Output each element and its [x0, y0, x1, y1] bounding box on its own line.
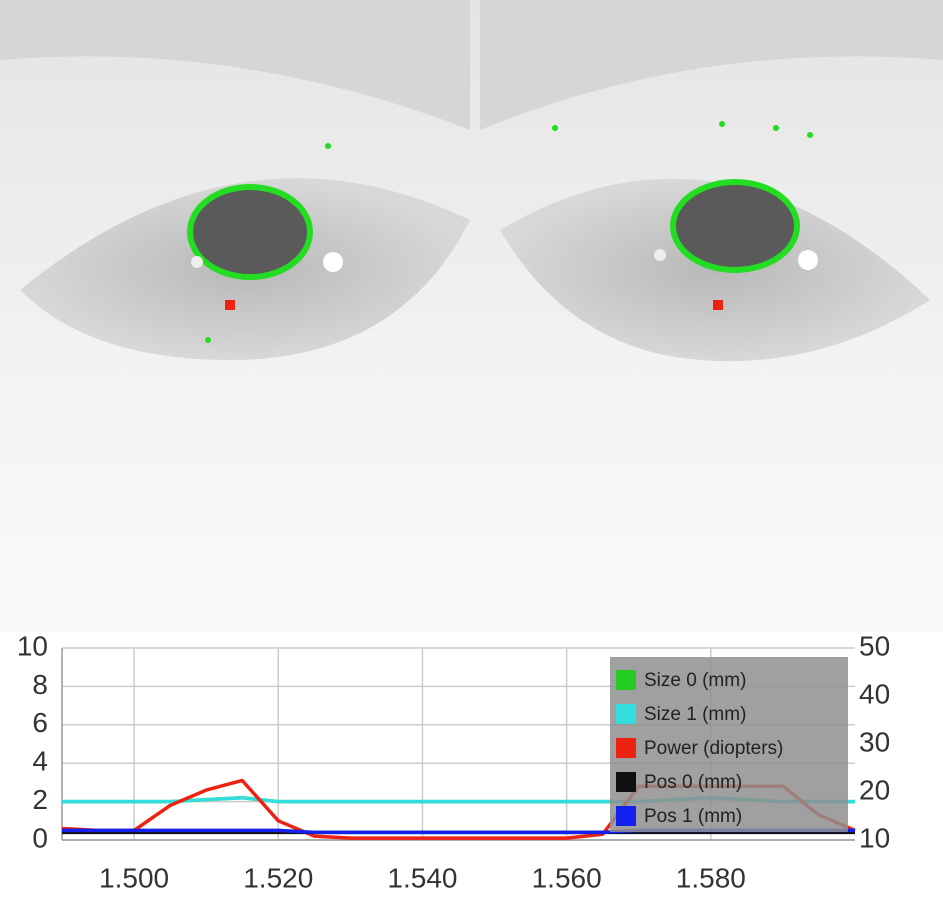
x-tick-label: 1.580 — [676, 862, 746, 893]
y2-tick-label: 30 — [859, 726, 890, 757]
y-tick-label: 4 — [32, 746, 48, 777]
legend-swatch — [616, 772, 636, 792]
legend: Size 0 (mm) Size 1 (mm) Power (diopters) Po… — [610, 657, 848, 832]
x-tick-label: 1.560 — [532, 862, 602, 893]
legend-swatch — [616, 670, 636, 690]
legend-label: Pos 1 (mm) — [644, 806, 742, 827]
legend-label: Pos 0 (mm) — [644, 772, 742, 793]
chart: 0 2 4 6 8 10 10 20 30 40 50 1.500 1.520 1.540 1.560 1.5… — [17, 630, 890, 893]
legend-label: Size 1 (mm) — [644, 704, 746, 725]
x-tick-label: 1.520 — [243, 862, 313, 893]
legend-label: Power (diopters) — [644, 738, 783, 759]
x-tick-label: 1.500 — [99, 862, 169, 893]
x-tick-label: 1.540 — [387, 862, 457, 893]
y2-tick-label: 50 — [859, 630, 890, 661]
legend-swatch — [616, 806, 636, 826]
camera-view — [0, 0, 943, 632]
legend-swatch — [616, 738, 636, 758]
y-tick-label: 8 — [32, 669, 48, 700]
y-tick-label: 0 — [32, 822, 48, 853]
legend-label: Size 0 (mm) — [644, 670, 746, 691]
y-tick-label: 6 — [32, 707, 48, 738]
legend-box — [610, 657, 848, 832]
y2-tick-label: 20 — [859, 774, 890, 805]
legend-swatch — [616, 704, 636, 724]
y-tick-label: 2 — [32, 784, 48, 815]
y2-tick-label: 40 — [859, 678, 890, 709]
y-tick-label: 10 — [17, 630, 48, 661]
y2-tick-label: 10 — [859, 822, 890, 853]
